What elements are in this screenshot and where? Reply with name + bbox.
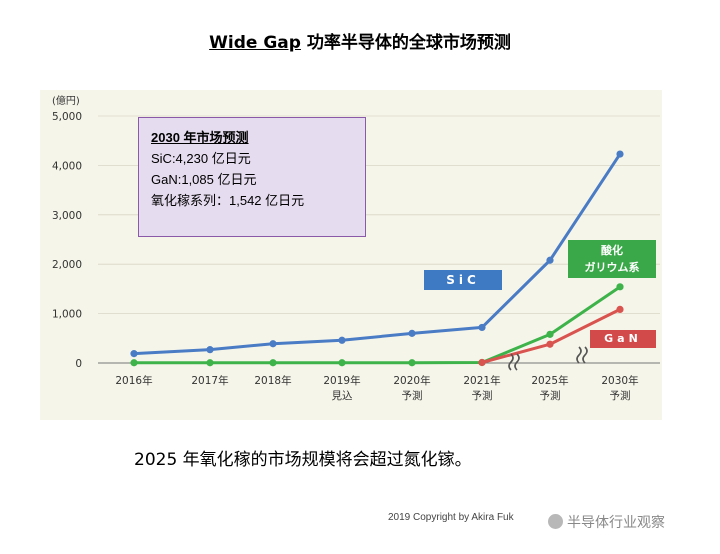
data-point — [478, 358, 486, 367]
series-line — [134, 285, 621, 365]
x-tick-label: 2017年 — [191, 374, 228, 387]
data-point — [206, 346, 214, 354]
axis-break-mark — [582, 346, 588, 364]
data-point — [269, 359, 277, 367]
data-point — [546, 340, 554, 348]
x-tick-label: 2021年 — [463, 374, 500, 387]
callout-line-gan: GaN:1,085 亿日元 — [151, 172, 257, 187]
data-point — [338, 359, 346, 367]
x-tick-sublabel: 予測 — [402, 389, 423, 402]
x-tick-sublabel: 予測 — [472, 389, 493, 402]
data-point — [130, 350, 138, 358]
y-tick-label: 1,000 — [52, 309, 82, 321]
axis-break-mark — [514, 353, 520, 371]
x-tick-label: 2025年 — [531, 374, 568, 387]
x-tick-label: 2018年 — [254, 374, 291, 387]
data-point — [408, 359, 416, 367]
x-tick-label: 2030年 — [601, 374, 638, 387]
callout-heading: 2030 年市场预测 — [151, 130, 249, 145]
x-tick-sublabel: 予測 — [610, 389, 631, 402]
y-tick-label: 4,000 — [52, 160, 82, 172]
callout-line-sic: SiC:4,230 亿日元 — [151, 151, 251, 166]
x-tick-label: 2020年 — [393, 374, 430, 387]
market-forecast-chart: (億円) 0 1,000 2,000 3,000 4,000 5,000 2016年 2017年… — [52, 94, 660, 402]
watermark: 半导体行业观察 — [548, 512, 665, 532]
title-part1: Wide Gap — [209, 33, 301, 53]
slide-title: Wide Gap 功率半导体的全球市场预测 — [0, 28, 720, 53]
y-tick-label: 2,000 — [52, 259, 82, 271]
x-tick-sublabel: 予測 — [540, 389, 561, 402]
forecast-2030-callout: 2030 年市场预测 SiC:4,230 亿日元 GaN:1,085 亿日元 氧… — [138, 117, 366, 237]
data-point — [130, 359, 138, 367]
x-tick-sublabel: 見込 — [332, 390, 353, 402]
title-part2: 功率半导体的全球市场预测 — [300, 33, 511, 53]
data-point — [616, 305, 624, 314]
conclusion-text: 2025 年氧化稼的市场规模将会超过氮化镓。 — [134, 450, 472, 470]
data-point — [206, 359, 214, 367]
y-tick-label: 3,000 — [52, 210, 82, 222]
data-point — [616, 283, 624, 291]
data-point — [546, 330, 554, 338]
sic-series-label: SiC — [424, 270, 502, 290]
data-point — [546, 256, 554, 264]
y-unit-label: (億円) — [52, 94, 80, 107]
y-tick-label: 0 — [75, 358, 82, 370]
ga2o3-label-line2: ガリウム系 — [584, 261, 640, 274]
ga2o3-series-label: 酸化 ガリウム系 — [568, 240, 656, 278]
axis-break-mark — [508, 353, 514, 371]
data-point — [408, 329, 416, 337]
series-line — [133, 153, 622, 356]
y-tick-label: 5,000 — [52, 111, 82, 123]
copyright-text: 2019 Copyright by Akira Fuk — [388, 512, 514, 523]
data-point — [616, 150, 624, 158]
wechat-icon — [548, 514, 563, 529]
x-tick-label: 2016年 — [115, 374, 152, 387]
gan-series-label: GaN — [590, 330, 656, 348]
data-point — [478, 323, 486, 332]
data-point — [338, 336, 346, 344]
data-point — [269, 340, 277, 348]
x-tick-label: 2019年 — [323, 374, 360, 387]
axis-break-mark — [576, 346, 582, 364]
ga2o3-label-line1: 酸化 — [601, 244, 623, 257]
callout-line-ga2o3: 氧化稼系列：1,542 亿日元 — [151, 193, 305, 208]
watermark-text: 半导体行业观察 — [567, 515, 665, 531]
